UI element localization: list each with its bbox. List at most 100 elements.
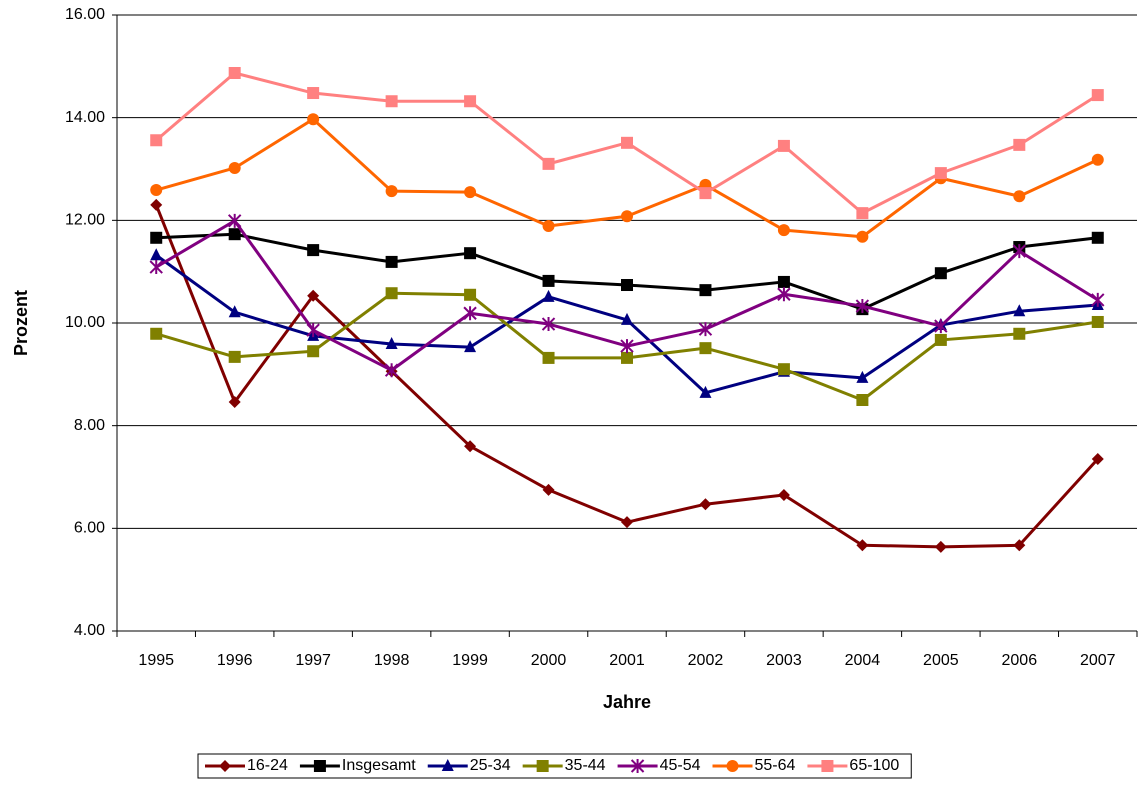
marker <box>306 323 320 338</box>
marker <box>856 539 869 552</box>
marker <box>1013 190 1026 203</box>
marker <box>856 207 869 220</box>
marker <box>228 228 241 241</box>
y-tick-label: 14.00 <box>65 109 105 126</box>
x-tick-label: 2004 <box>845 652 881 669</box>
marker <box>307 244 320 257</box>
legend-label: 25-34 <box>470 757 511 774</box>
marker <box>150 184 163 197</box>
marker <box>699 342 712 355</box>
x-axis-label: Jahre <box>603 692 651 712</box>
marker <box>542 351 555 364</box>
marker <box>542 289 555 302</box>
marker <box>777 363 790 376</box>
marker <box>463 306 477 321</box>
marker <box>464 95 477 108</box>
marker <box>1013 539 1026 552</box>
marker <box>384 363 399 378</box>
marker <box>1013 304 1026 317</box>
x-tick-label: 2001 <box>609 652 645 669</box>
marker <box>542 483 555 496</box>
marker <box>307 289 320 302</box>
marker <box>856 394 869 406</box>
marker <box>228 350 241 363</box>
y-tick-label: 12.00 <box>65 212 105 229</box>
marker <box>313 760 326 772</box>
x-tick-label: 2007 <box>1080 652 1116 669</box>
marker <box>464 288 477 301</box>
marker <box>464 186 477 199</box>
marker <box>1013 138 1026 151</box>
marker <box>621 210 633 223</box>
marker <box>1091 231 1104 244</box>
marker <box>1013 327 1026 340</box>
legend-label: Insgesamt <box>342 757 416 774</box>
marker <box>726 760 739 772</box>
y-tick-label: 8.00 <box>74 417 105 434</box>
marker <box>1091 89 1104 102</box>
legend-label: 55-64 <box>755 757 796 774</box>
x-tick-label: 2003 <box>766 652 802 669</box>
x-tick-label: 2006 <box>1002 652 1038 669</box>
marker <box>536 760 549 772</box>
marker <box>150 248 163 261</box>
marker <box>934 319 948 334</box>
marker <box>856 230 869 243</box>
marker <box>307 345 320 358</box>
marker <box>620 339 634 354</box>
marker <box>307 113 320 126</box>
marker <box>385 255 398 268</box>
x-tick-label: 1995 <box>138 652 174 669</box>
marker <box>149 260 163 275</box>
x-tick-label: 2005 <box>923 652 959 669</box>
y-axis-label: Prozent <box>11 290 31 356</box>
marker <box>621 351 633 364</box>
marker <box>307 87 320 100</box>
marker <box>777 275 790 288</box>
x-tick-label: 2002 <box>688 652 724 669</box>
marker <box>621 136 633 149</box>
marker <box>699 284 712 297</box>
marker <box>464 340 477 353</box>
marker <box>227 213 242 228</box>
marker <box>219 760 231 772</box>
x-tick-label: 1997 <box>295 652 331 669</box>
marker <box>542 219 555 232</box>
marker <box>150 198 163 211</box>
marker <box>698 322 713 337</box>
marker <box>1091 153 1104 166</box>
marker <box>934 540 947 553</box>
x-tick-label: 1996 <box>217 652 253 669</box>
marker <box>1091 292 1105 307</box>
marker <box>542 157 555 170</box>
legend: 16-24 Insgesamt 25-34 35-44 45-54 55-64 65-100 <box>197 753 912 779</box>
marker <box>150 327 163 340</box>
marker <box>385 337 398 350</box>
marker <box>777 488 790 501</box>
marker <box>777 287 791 302</box>
marker <box>934 333 947 346</box>
legend-label: 16-24 <box>247 757 288 774</box>
marker <box>699 385 712 398</box>
marker <box>228 305 241 318</box>
marker <box>1091 315 1104 328</box>
series-line <box>154 204 1099 549</box>
y-tick-label: 6.00 <box>74 520 105 537</box>
series-line <box>156 232 1098 311</box>
marker <box>621 279 633 292</box>
marker <box>777 224 790 237</box>
y-tick-label: 4.00 <box>74 622 105 639</box>
legend-label: 45-54 <box>660 757 701 774</box>
marker <box>821 760 834 772</box>
marker <box>855 299 870 314</box>
marker <box>542 274 555 287</box>
marker <box>150 134 163 147</box>
marker <box>228 67 241 80</box>
legend-label: 35-44 <box>565 757 606 774</box>
marker <box>630 759 645 773</box>
marker <box>464 440 477 453</box>
marker <box>699 187 712 200</box>
x-tick-label: 2000 <box>531 652 567 669</box>
y-tick-label: 10.00 <box>65 314 105 331</box>
